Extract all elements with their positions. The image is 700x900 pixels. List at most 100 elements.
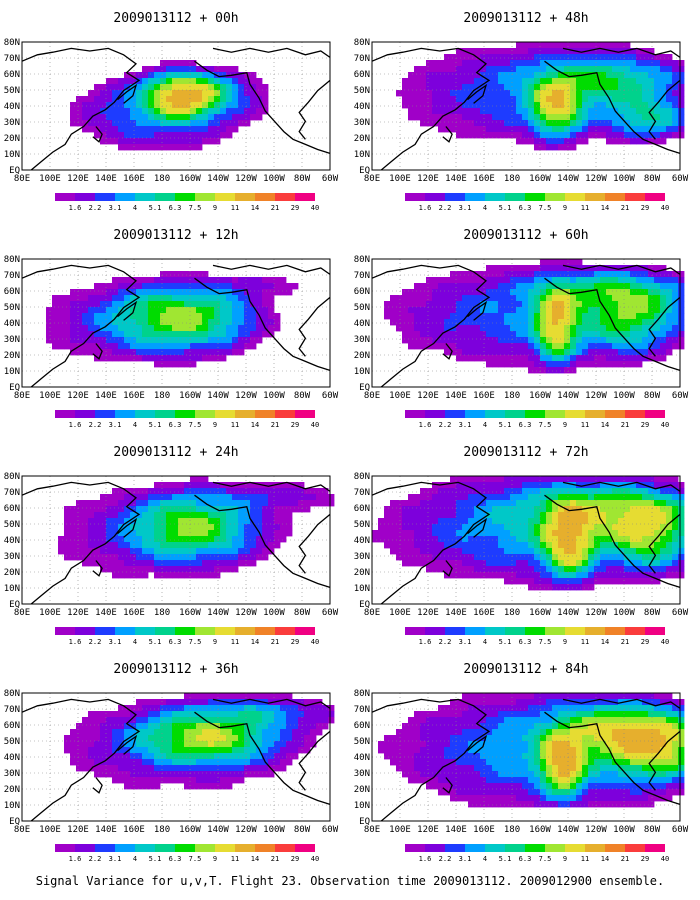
field-cell <box>94 536 101 543</box>
coastline <box>442 126 453 143</box>
field-cell <box>196 753 203 760</box>
field-cell <box>576 271 583 278</box>
lon-tick-label: 120W <box>235 825 257 835</box>
field-cell <box>414 512 421 519</box>
field-cell <box>546 54 553 61</box>
field-cell <box>534 144 541 151</box>
field-cell <box>420 337 427 344</box>
field-cell <box>678 66 685 73</box>
field-cell <box>540 572 547 579</box>
field-cell <box>154 126 161 133</box>
field-cell <box>666 84 673 91</box>
field-cell <box>474 548 481 555</box>
field-cell <box>528 524 535 531</box>
field-cell <box>570 530 577 537</box>
field-cell <box>250 542 257 549</box>
field-cell <box>154 506 161 513</box>
field-cell <box>232 84 239 91</box>
field-cell <box>268 494 275 501</box>
field-cell <box>190 301 197 308</box>
field-cell <box>444 102 451 109</box>
coastline <box>194 494 331 589</box>
field-cell <box>450 699 457 706</box>
field-cell <box>166 524 173 531</box>
field-cell <box>214 132 221 139</box>
field-cell <box>262 494 269 501</box>
field-cell <box>486 355 493 362</box>
field-cell <box>414 90 421 97</box>
field-cell <box>154 144 161 151</box>
field-cell <box>214 96 221 103</box>
field-cell <box>190 723 197 730</box>
field-cell <box>498 72 505 79</box>
field-cell <box>648 289 655 296</box>
field-cell <box>94 331 101 338</box>
field-cell <box>648 132 655 139</box>
field-cell <box>468 126 475 133</box>
field-cell <box>184 548 191 555</box>
field-cell <box>666 488 673 495</box>
field-cell <box>654 90 661 97</box>
field-cell <box>268 771 275 778</box>
field-cell <box>516 138 523 145</box>
field-cell <box>148 512 155 519</box>
field-cell <box>552 343 559 350</box>
field-cell <box>420 506 427 513</box>
field-cell <box>564 536 571 543</box>
field-cell <box>178 765 185 772</box>
field-cell <box>438 90 445 97</box>
field-cell <box>220 536 227 543</box>
field-cell <box>166 729 173 736</box>
field-cell <box>660 542 667 549</box>
field-cell <box>142 512 149 519</box>
field-cell <box>220 96 227 103</box>
field-cell <box>214 337 221 344</box>
field-cell <box>648 271 655 278</box>
field-cell <box>262 711 269 718</box>
field-cell <box>534 584 541 591</box>
field-cell <box>420 500 427 507</box>
field-cell <box>106 114 113 121</box>
field-cell <box>214 126 221 133</box>
field-cell <box>654 289 661 296</box>
field-cell <box>528 361 535 368</box>
field-cell <box>510 114 517 121</box>
field-cell <box>184 108 191 115</box>
field-cell <box>564 512 571 519</box>
field-cell <box>100 84 107 91</box>
field-cell <box>546 711 553 718</box>
field-cell <box>64 518 71 525</box>
field-cell <box>268 283 275 290</box>
field-cell <box>238 530 245 537</box>
field-cell <box>208 735 215 742</box>
field-cell <box>148 295 155 302</box>
field-cell <box>636 114 643 121</box>
field-cell <box>58 313 65 320</box>
field-cell <box>160 144 167 151</box>
lat-tick-label: 70N <box>4 488 20 498</box>
field-cell <box>564 301 571 308</box>
field-cell <box>504 548 511 555</box>
field-cell <box>630 512 637 519</box>
field-cell <box>244 337 251 344</box>
field-cell <box>456 500 463 507</box>
field-cell <box>154 560 161 567</box>
field-cell <box>612 277 619 284</box>
field-cell <box>594 126 601 133</box>
field-cell <box>540 536 547 543</box>
field-cell <box>588 693 595 700</box>
field-cell <box>540 355 547 362</box>
colorbar-swatch <box>405 410 425 418</box>
field-cell <box>136 132 143 139</box>
field-cell <box>456 108 463 115</box>
field-cell <box>408 72 415 79</box>
field-cell <box>220 560 227 567</box>
field-cell <box>654 60 661 67</box>
field-cell <box>202 705 209 712</box>
field-cell <box>492 66 499 73</box>
field-cell <box>522 114 529 121</box>
field-cell <box>82 96 89 103</box>
field-cell <box>250 711 257 718</box>
field-cell <box>58 548 65 555</box>
field-cell <box>172 295 179 302</box>
